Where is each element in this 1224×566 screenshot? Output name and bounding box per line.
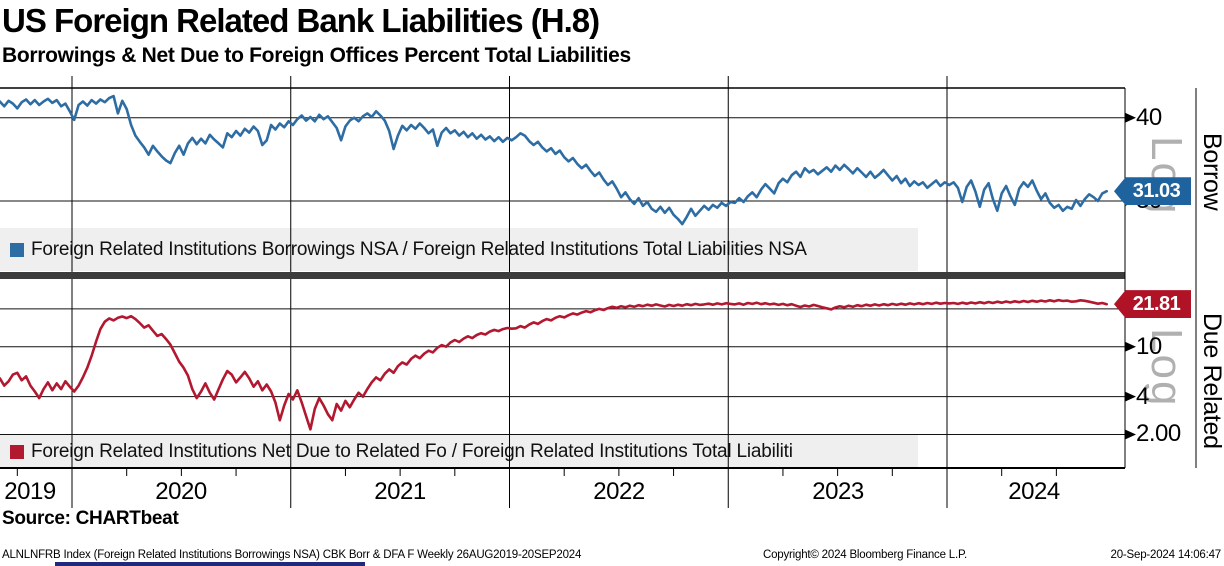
x-axis-year-label-2022: 2022 — [593, 478, 645, 505]
y-tick-label-due-4: 4 — [1136, 382, 1149, 410]
legend-item-net-due[interactable]: Foreign Related Institutions Net Due to … — [10, 440, 793, 464]
bottom-accent-bar — [55, 562, 365, 566]
y-tick-label-due-10: 10 — [1136, 332, 1162, 360]
page-subtitle: Borrowings & Net Due to Foreign Offices … — [2, 44, 631, 67]
footer-timestamp: 20-Sep-2024 14:06:47 — [1110, 549, 1222, 561]
page-title: US Foreign Related Bank Liabilities (H.8… — [2, 2, 600, 39]
series-swatch-red-icon — [10, 445, 24, 459]
footer-copyright: Copyright© 2024 Bloomberg Finance L.P. — [763, 549, 967, 561]
series-line-due — [0, 298, 1108, 431]
footer-ticker-info: ALNLNFRB Index (Foreign Related Institut… — [2, 549, 582, 561]
legend-label-net-due: Foreign Related Institutions Net Due to … — [31, 441, 793, 462]
legend-strip-borrowings — [0, 228, 918, 271]
legend-label-borrowings: Foreign Related Institutions Borrowings … — [31, 239, 807, 260]
x-axis-year-label-2019: 2019 — [4, 478, 56, 505]
last-value-tag-borrowings: 31.03 — [1114, 177, 1191, 206]
legend-item-borrowings[interactable]: Foreign Related Institutions Borrowings … — [10, 238, 807, 262]
legend-strip-net-due — [0, 434, 918, 468]
x-axis-year-label-2024: 2024 — [1008, 478, 1060, 505]
x-axis-year-label-2021: 2021 — [374, 478, 426, 505]
x-axis-year-label-2020: 2020 — [155, 478, 207, 505]
last-value-tag-net-due: 21.81 — [1114, 290, 1191, 319]
x-axis-year-label-2023: 2023 — [812, 478, 864, 505]
source-line: Source: CHARTbeat — [2, 508, 179, 529]
log-scale-watermark-due: Log — [1142, 328, 1191, 408]
y-tick-label-borrow-40: 40 — [1136, 103, 1162, 131]
y-tick-label-due-2: 2.00 — [1136, 420, 1181, 448]
series-swatch-blue-icon — [10, 243, 24, 257]
panel-axis-title-borrow: Borrow — [1198, 133, 1224, 211]
panel-axis-title-due-related: Due Related — [1198, 313, 1224, 449]
series-line-borrow — [0, 94, 1108, 226]
